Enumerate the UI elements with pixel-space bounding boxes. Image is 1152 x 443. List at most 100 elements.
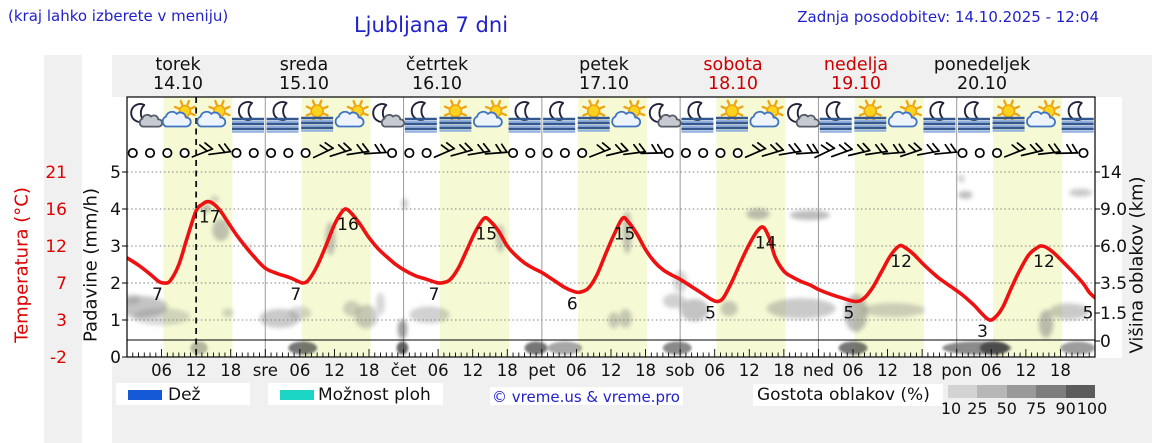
hour-label: 06 [151,361,172,380]
density-segment [1006,385,1037,398]
barb-shaft [312,147,334,159]
moon-cloud-icon [372,103,406,128]
sun-ray [726,99,731,106]
wind-barb-icon [363,143,387,155]
sun-ray [1003,99,1007,106]
moon-fog-icon [266,101,299,133]
barb-feather [379,143,387,154]
cloud-blob [288,306,312,320]
temperature-curve [127,199,1095,322]
hour-label: 12 [462,361,483,380]
sun-ray [457,99,461,106]
plot-frame [126,96,1096,358]
moon-crescent [238,101,253,121]
sun-ray [629,99,633,106]
sun-ray [639,112,646,117]
cloud-tick-label: 6.0 [1100,237,1127,257]
sun-fog-icon [439,99,472,132]
temp-tick-label: -2 [50,348,67,368]
sun-fog-icon [854,99,887,132]
barb-feather [601,142,611,150]
barb-shaft [640,151,664,155]
day-date-label: 14.10 [153,74,203,94]
sun-ray [1014,112,1021,117]
cloud-blob [680,298,709,322]
rain-legend-label: Dež [168,385,201,405]
sun-ray [639,105,646,110]
barb-feather [913,142,923,151]
barb-shaft [1055,151,1079,155]
cloud-density-box [753,384,943,406]
sun-ray [623,105,629,110]
calm-wind-icon [559,147,570,159]
barb-shaft [830,148,854,158]
barb-shaft [934,151,958,155]
sun-ray [599,105,606,110]
barb-feather [880,143,889,153]
temp-tick-label: 21 [45,163,67,183]
calm-wind-icon [525,147,536,159]
barb-feather [770,144,779,153]
cloud-blob [958,190,973,199]
barb-feather [908,144,917,153]
moon-fog-icon [958,101,990,133]
temp-value-label: 17 [199,208,221,228]
moon-fog-icon [923,101,956,133]
sun-ray [737,105,744,110]
hour-label: 18 [1050,361,1071,380]
barb-shaft [744,147,767,159]
cloud-blob [222,308,234,318]
temp-tick-label: 16 [45,200,67,220]
barb-feather [482,142,491,153]
barb-feather [820,144,831,152]
wind-barb-icon [467,142,491,156]
wind-barb-icon [1055,143,1079,155]
moon-fog-icon [819,101,852,133]
sun-ray [318,99,323,106]
barb-feather [751,144,762,152]
barb-shaft [1037,151,1061,156]
day-name-label: petek [579,55,630,75]
rain-legend-swatch [128,390,162,400]
temp-tick-label: 7 [56,274,67,294]
barb-feather [633,143,641,154]
sun-disc [310,104,324,118]
barb-shaft [1020,149,1044,157]
calm-wind-icon [974,147,985,159]
barb-feather [1053,143,1061,153]
moon-crescent [648,103,664,123]
ground-fog-blob [979,341,1009,355]
temp-value-label: 5 [843,304,854,324]
sun-ray [501,112,508,117]
barb-feather [1016,142,1026,150]
sun-ray [179,99,184,106]
cloud-blob [201,203,212,213]
sun-ray [461,112,467,117]
calm-wind-icon [144,147,156,159]
barb-feather [464,142,473,151]
sun-cloud-icon [473,99,508,128]
sun-ray [720,105,727,110]
temp-tick-label: 12 [45,237,67,257]
sun-ray [501,105,508,110]
sun-cloud-icon [334,99,369,128]
temp-value-label: 7 [152,285,163,305]
barb-feather [656,143,664,154]
wind-barb-icon [329,142,352,158]
cloud-shape [795,113,820,128]
barb-feather [1035,142,1044,152]
day-date-label: 15.10 [279,74,329,94]
calm-wind-icon [542,147,553,159]
ground-fog-blob [288,341,318,355]
moon-crescent [787,103,803,123]
precipitation-axis-label: Padavine (mm/h) [80,188,102,342]
ground-fog-blob [396,341,409,355]
precip-tick-label: 2 [110,274,121,294]
sun-ray [858,105,865,110]
day-date-label: 16.10 [412,74,462,94]
cloud-blob [861,302,926,318]
moon-crescent [130,103,146,123]
sun-ray [1050,99,1055,106]
sun-ray [220,99,225,106]
calm-wind-icon [507,147,519,159]
